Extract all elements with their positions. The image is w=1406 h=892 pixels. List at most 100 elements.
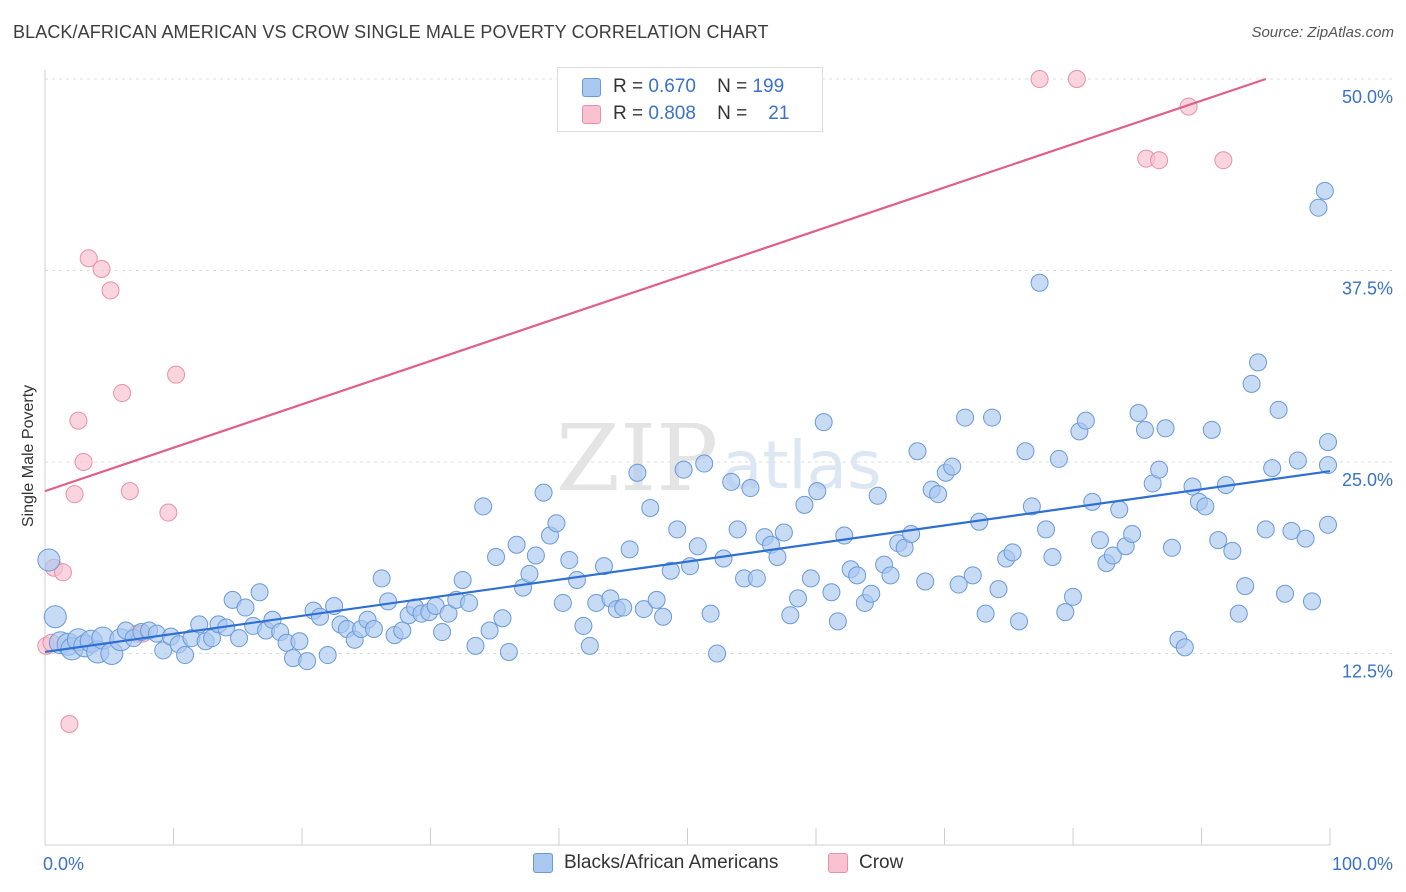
blacks-point <box>1269 400 1288 419</box>
blacks-point <box>1276 584 1295 603</box>
blacks-point <box>768 547 787 566</box>
blacks-point <box>828 612 847 631</box>
crow-point <box>1067 70 1086 88</box>
legend-r-label: R = <box>613 103 644 124</box>
blacks-point <box>688 537 707 556</box>
blacks-point <box>298 652 317 671</box>
blacks-point <box>668 520 687 539</box>
blacks-point <box>526 546 545 565</box>
blacks-point <box>943 457 962 476</box>
blacks-point <box>1135 420 1154 439</box>
blacks-point <box>1263 459 1282 478</box>
blacks-point <box>747 569 766 588</box>
blacks-point <box>789 589 808 608</box>
blacks-point <box>37 548 61 572</box>
blacks-point <box>154 641 173 660</box>
crow-point <box>159 503 178 522</box>
blacks-point <box>1056 603 1075 622</box>
correlation-legend: R = 0.670 N = 199 R = 0.808 N = 21 <box>557 67 823 132</box>
bottom-legend-crow: Crow <box>828 852 903 874</box>
blacks-point <box>674 460 693 479</box>
blacks-point <box>466 636 485 655</box>
y-tick-label: 37.5% <box>1342 279 1393 299</box>
blacks-point <box>1256 520 1275 539</box>
blacks-point <box>318 646 337 665</box>
blacks-point <box>236 598 255 617</box>
bottom-legend-label-crow: Crow <box>859 852 904 873</box>
bottom-legend-swatch-pink <box>828 853 848 873</box>
blacks-point <box>1296 529 1315 548</box>
trend-lines <box>44 77 1331 654</box>
blacks-point <box>647 590 666 609</box>
x-tick-label-min: 0.0% <box>43 854 84 874</box>
blacks-point <box>567 570 586 589</box>
crow-trend-line <box>44 77 1267 493</box>
blacks-point <box>520 564 539 583</box>
crow-point <box>167 365 186 384</box>
blacks-point <box>1175 638 1194 657</box>
blacks-point <box>1010 612 1029 631</box>
gridlines <box>45 78 1395 654</box>
blacks-point <box>728 520 747 539</box>
blacks-point <box>781 606 800 625</box>
y-tick-label: 25.0% <box>1342 470 1393 490</box>
blacks-point <box>499 642 518 661</box>
blacks-point <box>1319 515 1337 534</box>
blacks-point <box>1162 538 1181 557</box>
crow-point <box>65 485 84 504</box>
blacks-point <box>949 575 968 594</box>
blacks-point <box>956 408 975 427</box>
blacks-point <box>1016 442 1035 461</box>
blacks-point <box>835 526 854 545</box>
blacks-point <box>453 570 472 589</box>
blacks-point <box>929 485 948 504</box>
blacks-point <box>916 572 935 591</box>
blacks-point <box>1288 451 1307 470</box>
crow-point <box>1150 151 1169 170</box>
crow-point <box>53 563 72 582</box>
bottom-legend-swatch-blue <box>533 853 553 873</box>
blacks-point <box>594 557 613 576</box>
blacks-point <box>714 549 733 568</box>
y-tick-label: 12.5% <box>1342 662 1393 682</box>
blacks-point <box>808 482 827 501</box>
blacks-point <box>1123 525 1142 544</box>
legend-n-label: N = <box>717 103 748 124</box>
blacks-point <box>1249 353 1268 372</box>
blacks-point <box>774 523 793 542</box>
crow-point <box>101 281 120 300</box>
blacks-point <box>433 623 452 642</box>
blacks-point <box>701 604 720 623</box>
blacks-point <box>1229 604 1248 623</box>
bottom-legend-label-blacks: Blacks/African Americans <box>564 852 779 873</box>
blacks-point <box>976 604 995 623</box>
blacks-point <box>862 584 881 603</box>
crow-point <box>60 714 79 733</box>
blacks-point <box>1030 273 1049 292</box>
blacks-point <box>1064 587 1082 606</box>
legend-swatch-blue <box>582 77 601 97</box>
bottom-legend-blacks: Blacks/African Americans <box>533 852 778 874</box>
blacks-point <box>620 540 639 559</box>
blacks-point <box>814 413 833 432</box>
x-tick-labels: 0.0% 100.0% <box>43 854 1393 874</box>
blacks-point <box>1083 492 1102 511</box>
blacks-point <box>460 593 479 612</box>
blacks-point <box>868 486 887 505</box>
blacks-point <box>43 605 67 629</box>
blacks-point <box>1156 419 1175 438</box>
blacks-point <box>1319 433 1337 452</box>
blacks-point <box>580 636 599 655</box>
blacks-point <box>1043 547 1062 566</box>
blacks-point <box>393 621 412 640</box>
blacks-point <box>1319 456 1337 475</box>
blacks-point <box>560 551 579 570</box>
blacks-point <box>474 497 493 516</box>
blacks-point <box>628 463 647 482</box>
blacks-point <box>614 598 633 617</box>
blacks-point <box>439 604 458 623</box>
legend-r-value: 0.670 <box>648 76 696 97</box>
blacks-point <box>487 547 506 566</box>
y-tick-labels: 12.5% 25.0% 37.5% 50.0% <box>1342 87 1393 682</box>
blacks-point <box>250 583 269 602</box>
